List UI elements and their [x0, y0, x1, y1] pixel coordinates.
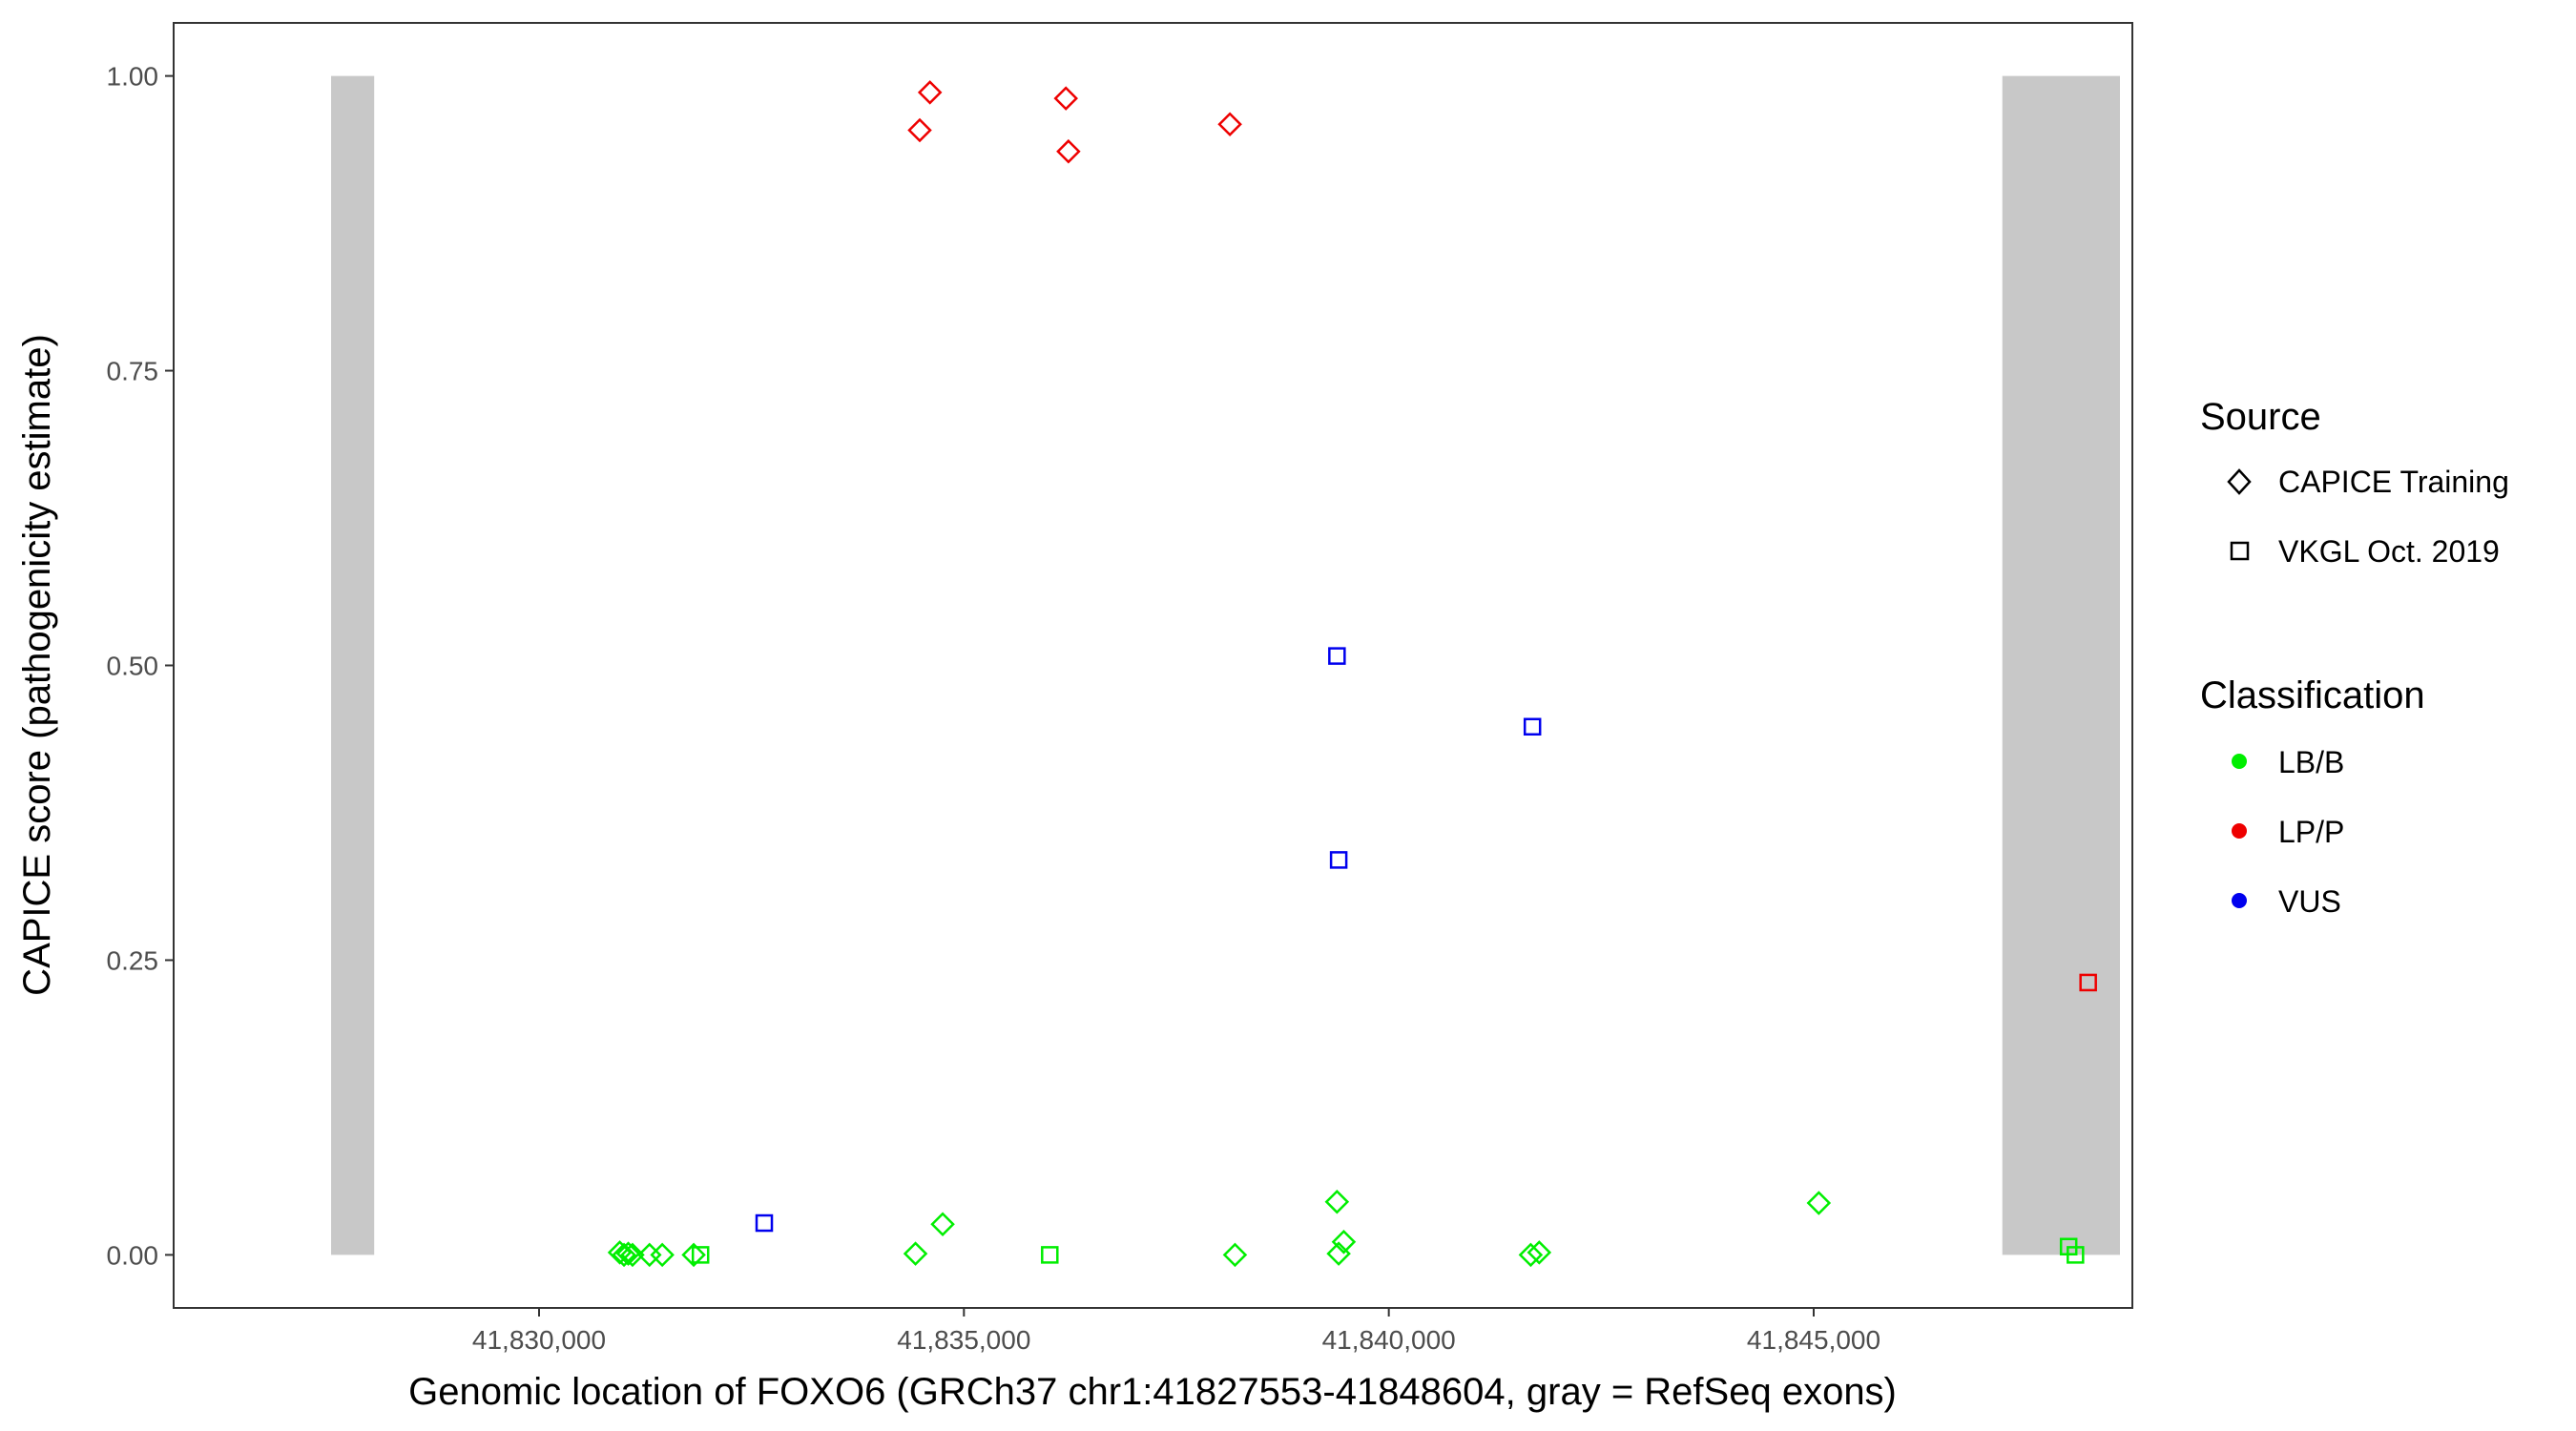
- legend-label-lpp: LP/P: [2278, 815, 2344, 849]
- x-tick-label: 41,835,000: [897, 1325, 1030, 1355]
- data-point-diamond: [1217, 112, 1242, 137]
- data-point-diamond: [650, 1242, 675, 1268]
- legend-label-lbb: LB/B: [2278, 745, 2344, 779]
- data-point-diamond: [612, 1242, 636, 1268]
- point-layer: [607, 80, 2097, 1268]
- y-tick-label: 0.75: [107, 357, 159, 386]
- exon-layer: [331, 75, 2120, 1255]
- data-point-diamond: [1331, 1230, 1357, 1255]
- y-tick-label: 1.00: [107, 62, 159, 92]
- dot-icon: [2232, 893, 2247, 908]
- legend-label-vus: VUS: [2278, 884, 2341, 919]
- y-axis: 0.00 0.25 0.50 0.75 1.00: [107, 62, 174, 1270]
- x-axis-title: Genomic location of FOXO6 (GRCh37 chr1:4…: [408, 1371, 1897, 1413]
- exon-bar: [2002, 75, 2120, 1255]
- data-point-square: [1329, 851, 1348, 869]
- data-point-diamond: [1222, 1242, 1248, 1268]
- x-tick-label: 41,830,000: [472, 1325, 606, 1355]
- data-point-diamond: [907, 117, 932, 143]
- data-point-diamond: [681, 1242, 706, 1268]
- dot-icon: [2232, 823, 2247, 839]
- exon-bar: [331, 75, 375, 1255]
- data-point-diamond: [1806, 1191, 1832, 1215]
- legend-label-vkgl: VKGL Oct. 2019: [2278, 534, 2500, 569]
- data-point-diamond: [903, 1241, 928, 1266]
- legend-classification-title: Classification: [2200, 674, 2425, 716]
- data-point-square: [1041, 1246, 1059, 1264]
- data-point-square: [2079, 973, 2097, 992]
- dot-icon: [2232, 754, 2247, 769]
- data-point-square: [691, 1246, 710, 1264]
- x-tick-label: 41,845,000: [1747, 1325, 1880, 1355]
- data-point-diamond: [1053, 86, 1078, 111]
- legend: Source CAPICE Training VKGL Oct. 2019 Cl…: [2200, 396, 2509, 919]
- data-point-diamond: [615, 1241, 641, 1266]
- data-point-diamond: [1324, 1190, 1350, 1214]
- y-axis-title: CAPICE score (pathogenicity estimate): [16, 334, 58, 996]
- legend-item-vkgl: VKGL Oct. 2019: [2230, 534, 2500, 569]
- data-point-square: [1523, 717, 1542, 736]
- legend-label-capice-training: CAPICE Training: [2278, 465, 2509, 499]
- legend-item-lbb: LB/B: [2232, 745, 2344, 779]
- y-tick-label: 0.00: [107, 1240, 159, 1270]
- x-axis: 41,830,000 41,835,000 41,840,000 41,845,000: [472, 1308, 1880, 1355]
- legend-item-lpp: LP/P: [2232, 815, 2344, 849]
- y-tick-label: 0.50: [107, 652, 159, 681]
- data-point-diamond: [930, 1212, 955, 1237]
- data-point-diamond: [620, 1242, 645, 1268]
- data-point-square: [755, 1213, 774, 1233]
- data-point-diamond: [917, 80, 943, 105]
- data-point-square: [2067, 1246, 2085, 1264]
- y-tick-label: 0.25: [107, 945, 159, 975]
- data-point-diamond: [1518, 1242, 1544, 1268]
- legend-item-capice-training: CAPICE Training: [2227, 465, 2509, 499]
- data-point-square: [1328, 647, 1346, 665]
- data-point-diamond: [1056, 138, 1081, 164]
- legend-source-title: Source: [2200, 396, 2321, 438]
- square-icon: [2230, 541, 2250, 561]
- diamond-icon: [2227, 468, 2252, 495]
- x-tick-label: 41,840,000: [1322, 1325, 1456, 1355]
- data-point-diamond: [1527, 1240, 1552, 1265]
- legend-item-vus: VUS: [2232, 884, 2341, 919]
